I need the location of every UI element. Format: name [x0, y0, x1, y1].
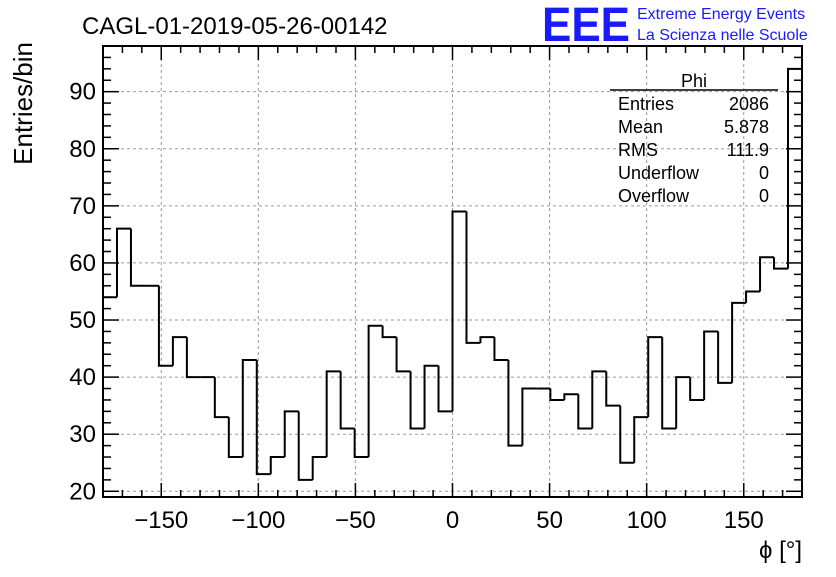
- stats-label-entries: Entries: [618, 94, 674, 114]
- histogram-bin: [353, 428, 369, 459]
- chart-title: CAGL-01-2019-05-26-00142: [82, 13, 388, 40]
- histogram-bin: [129, 228, 145, 287]
- x-axis-label: ϕ [°]: [759, 537, 802, 564]
- y-tick-label: 70: [69, 193, 96, 220]
- histogram-bin: [633, 416, 649, 463]
- x-tick-label: 50: [536, 507, 563, 534]
- histogram-bin: [325, 370, 341, 458]
- histogram-bin: [255, 359, 271, 476]
- stats-box: Phi Entries 2086 Mean 5.878 RMS 111.9 Un…: [610, 71, 778, 206]
- histogram-bin: [591, 370, 607, 429]
- stats-value-mean: 5.878: [724, 117, 769, 137]
- histogram-bin: [395, 337, 411, 373]
- stats-label-overflow: Overflow: [618, 186, 690, 206]
- stats-label-mean: Mean: [618, 117, 663, 137]
- histogram-bin: [227, 417, 243, 459]
- histogram-bin: [563, 393, 579, 400]
- x-tick-label: −150: [134, 507, 188, 534]
- histogram-bin: [507, 359, 523, 447]
- histogram-bin: [549, 388, 565, 401]
- histogram-bin: [577, 394, 593, 430]
- histogram-bin: [115, 227, 131, 298]
- logo-line-1: Extreme Energy Events: [637, 6, 805, 23]
- histogram-bin: [787, 67, 802, 269]
- histogram-layer: [102, 67, 802, 497]
- x-tick-label: 150: [724, 507, 764, 534]
- stats-label-rms: RMS: [618, 140, 658, 160]
- histogram-bin: [703, 330, 719, 400]
- stats-value-rms: 111.9: [727, 140, 769, 160]
- histogram-bin: [465, 211, 481, 344]
- histogram-bin: [423, 364, 439, 429]
- histogram-bin: [102, 296, 117, 497]
- stats-value-entries: 2086: [729, 94, 769, 114]
- tick-label-layer: −150 −100 −50 0 50 100 150 20 30 40 50 60 70 80 90: [69, 79, 763, 534]
- y-axis-label: Entries/bin: [8, 42, 38, 165]
- histogram-bin: [661, 337, 677, 430]
- histogram-bin: [283, 410, 299, 458]
- histogram-bin: [185, 337, 201, 379]
- histogram-bin: [381, 325, 397, 339]
- x-tick-label: 100: [627, 507, 667, 534]
- histogram-bin: [157, 285, 173, 367]
- histogram-bin: [493, 337, 509, 361]
- eee-logo-mark: EEE: [542, 0, 630, 52]
- histogram-bin: [773, 257, 789, 270]
- histogram-bin: [479, 336, 495, 343]
- x-tick-label: −50: [335, 507, 376, 534]
- histogram-bin: [605, 371, 621, 407]
- stats-value-overflow: 0: [759, 186, 769, 206]
- histogram-bin: [451, 210, 467, 412]
- x-tick-label: −100: [231, 507, 285, 534]
- y-tick-label: 30: [69, 421, 96, 448]
- histogram-bin: [297, 411, 313, 481]
- histogram-bin: [311, 456, 327, 480]
- stats-label-underflow: Underflow: [618, 163, 700, 183]
- histogram-bin: [171, 336, 187, 366]
- histogram-bin: [213, 377, 229, 419]
- histogram-bin: [675, 376, 691, 429]
- y-tick-label: 90: [69, 79, 96, 106]
- histogram-bin: [339, 371, 355, 430]
- y-tick-label: 80: [69, 136, 96, 163]
- histogram-bin: [745, 290, 761, 303]
- eee-logo: EEE Extreme Energy Events La Scienza nel…: [542, 0, 808, 52]
- histogram-bin: [731, 301, 747, 383]
- y-tick-label: 20: [69, 478, 96, 505]
- y-tick-label: 40: [69, 364, 96, 391]
- logo-line-2: La Scienza nelle Scuole: [637, 27, 808, 44]
- stats-box-title: Phi: [681, 71, 707, 91]
- histogram-bin: [409, 371, 425, 430]
- histogram-bin: [367, 324, 383, 458]
- x-tick-label: 0: [446, 507, 459, 534]
- y-tick-label: 60: [69, 250, 96, 277]
- y-tick-label: 50: [69, 307, 96, 334]
- histogram-bin: [269, 456, 285, 475]
- histogram-bin: [647, 336, 663, 418]
- histogram-bin: [521, 387, 537, 446]
- tick-layer: [102, 46, 803, 497]
- histogram-bin: [689, 377, 705, 401]
- histogram-bin: [437, 365, 453, 413]
- histogram-bin: [717, 331, 733, 384]
- histogram-bin: [619, 405, 635, 464]
- histogram-bin: [759, 256, 775, 292]
- histogram-bin: [241, 358, 257, 458]
- stats-value-underflow: 0: [759, 163, 769, 183]
